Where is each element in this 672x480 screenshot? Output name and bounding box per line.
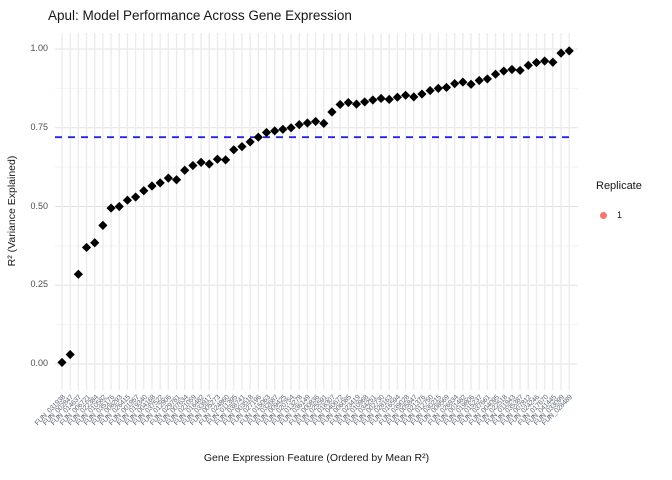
y-tick-label: 0.75 <box>30 121 48 132</box>
data-point <box>368 95 378 105</box>
data-point <box>384 94 394 104</box>
data-point <box>65 349 75 360</box>
data-point <box>343 97 353 108</box>
data-point <box>360 97 370 107</box>
data-point <box>204 159 214 169</box>
data-point <box>221 155 231 165</box>
data-point <box>515 65 525 76</box>
data-point <box>294 120 304 130</box>
data-point <box>139 186 149 196</box>
data-point <box>450 79 460 89</box>
data-point <box>564 46 574 56</box>
data-point <box>441 82 452 93</box>
data-point <box>531 57 542 68</box>
data-point <box>433 83 443 93</box>
data-point <box>540 56 550 66</box>
data-point <box>499 66 509 76</box>
data-point <box>523 60 533 70</box>
data-point <box>163 173 173 183</box>
data-point <box>114 201 124 212</box>
data-point <box>425 85 435 96</box>
y-tick-label: 0.25 <box>30 279 48 290</box>
data-point <box>81 242 92 253</box>
y-tick-label: 0.00 <box>30 358 48 368</box>
data-point <box>73 269 83 279</box>
data-point <box>106 203 116 213</box>
data-point <box>261 127 272 138</box>
x-axis-title: Gene Expression Feature (Ordered by Mean… <box>203 452 430 464</box>
plot-panel-svg <box>55 33 578 390</box>
chart-title: Apul: Model Performance Across Gene Expr… <box>48 8 352 23</box>
legend-replicate-dot-icon <box>600 211 607 219</box>
data-point <box>131 192 141 202</box>
data-point <box>245 137 255 147</box>
data-point <box>188 160 198 171</box>
data-point <box>278 124 288 134</box>
data-point <box>302 118 313 128</box>
data-point <box>147 181 157 191</box>
data-point <box>482 74 492 84</box>
legend-title: Replicate <box>596 180 642 192</box>
data-point <box>392 92 403 102</box>
data-point <box>548 57 558 67</box>
data-point <box>376 93 386 104</box>
data-point <box>466 79 476 89</box>
data-point <box>319 118 329 128</box>
legend: Replicate 1 <box>596 180 672 220</box>
data-point <box>556 48 566 58</box>
data-point <box>180 165 190 175</box>
data-point <box>196 157 206 167</box>
data-point <box>490 69 501 79</box>
data-point <box>90 238 100 248</box>
data-point <box>409 92 419 102</box>
legend-item-label: 1 <box>617 210 623 220</box>
legend-item: 1 <box>596 210 672 220</box>
data-point <box>351 99 362 109</box>
data-point <box>98 220 108 230</box>
data-point <box>229 145 239 155</box>
data-point <box>335 99 345 110</box>
data-point <box>507 64 517 75</box>
data-point <box>253 132 263 142</box>
y-tick-label: 1.00 <box>30 43 48 53</box>
data-point <box>155 178 165 188</box>
data-point <box>417 89 427 99</box>
y-tick-label: 0.50 <box>30 200 48 211</box>
data-point <box>474 75 484 86</box>
data-point <box>212 154 223 164</box>
data-point <box>270 126 280 136</box>
data-point <box>286 123 296 133</box>
data-point <box>458 77 468 87</box>
data-point <box>237 142 247 152</box>
data-point <box>400 90 411 100</box>
data-point <box>311 116 321 127</box>
data-point <box>327 107 337 117</box>
data-point <box>122 195 133 205</box>
data-point <box>171 175 182 185</box>
data-point <box>57 357 67 368</box>
